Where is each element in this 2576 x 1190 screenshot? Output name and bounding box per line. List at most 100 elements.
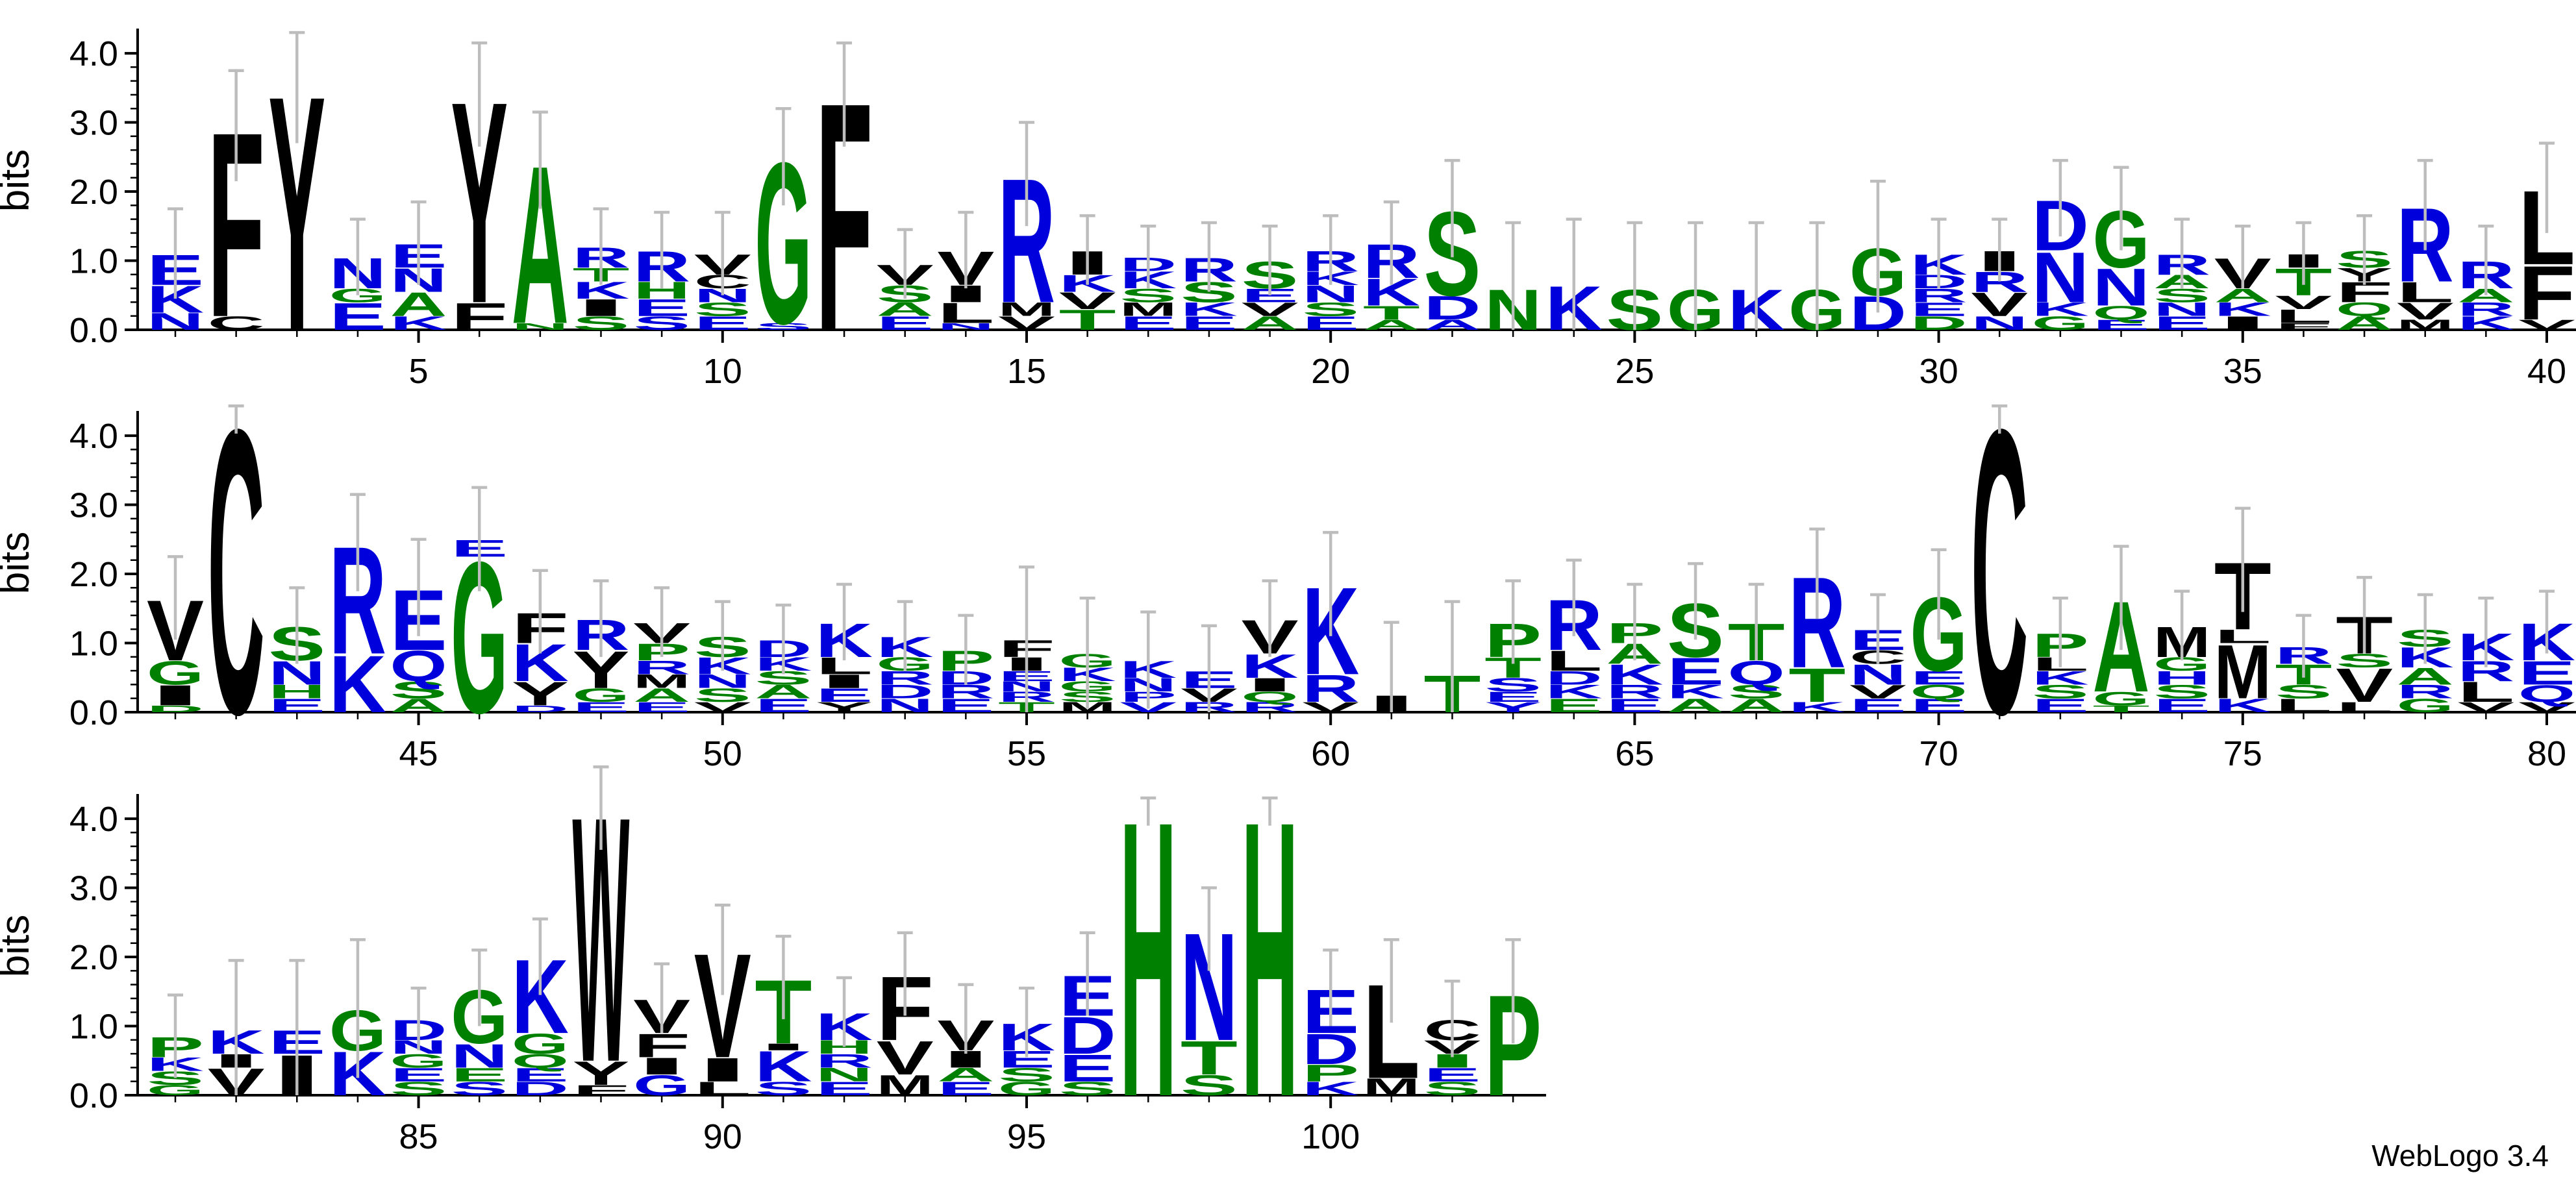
logo-letter: D bbox=[512, 1078, 569, 1099]
logo-letter: A bbox=[877, 299, 934, 320]
logo-letter: G bbox=[147, 1082, 204, 1098]
error-bar bbox=[289, 959, 305, 1095]
error-bar bbox=[714, 210, 731, 295]
x-tick-label: 90 bbox=[703, 1117, 742, 1156]
error-bar bbox=[836, 41, 853, 147]
logo-letter: A bbox=[390, 286, 447, 323]
logo-letter: D bbox=[1545, 667, 1603, 689]
logo-letter: R bbox=[816, 1050, 873, 1072]
logo-column-61: I bbox=[1363, 621, 1420, 717]
logo-letter: H bbox=[2153, 667, 2210, 689]
error-bar bbox=[1505, 938, 1521, 1044]
error-bar bbox=[349, 493, 366, 591]
logo-letter: K bbox=[1606, 659, 1663, 691]
error-bar bbox=[168, 207, 183, 299]
logo-letter: I bbox=[633, 1053, 690, 1080]
error-bar bbox=[1140, 225, 1157, 289]
logo-letter: C bbox=[208, 312, 265, 334]
error-bar bbox=[958, 614, 974, 685]
error-bar bbox=[228, 404, 244, 434]
logo-letter: A bbox=[1667, 695, 1724, 716]
error-bar bbox=[714, 903, 731, 995]
logo-letter: S bbox=[1302, 299, 1359, 320]
logo-letter: A bbox=[1363, 317, 1420, 333]
logo-letter: K bbox=[755, 1042, 812, 1091]
logo-letter: A bbox=[390, 695, 447, 716]
logo-letter: V bbox=[1971, 286, 2028, 323]
error-bar bbox=[1018, 986, 1034, 1058]
error-bar bbox=[2113, 166, 2129, 251]
logo-letter: E bbox=[1849, 695, 1907, 716]
logo-letter: E bbox=[2153, 312, 2210, 334]
error-bar bbox=[2295, 221, 2312, 285]
logo-letter: E bbox=[1606, 695, 1663, 716]
logo-column-83: IE bbox=[268, 959, 325, 1108]
error-bar bbox=[1079, 214, 1095, 285]
logo-column-25: S bbox=[1606, 221, 1663, 342]
error-bar bbox=[471, 41, 488, 147]
logo-column-97: H bbox=[1119, 739, 1177, 1179]
x-tick-label: 60 bbox=[1311, 734, 1350, 773]
logo-letter: E bbox=[1910, 695, 1968, 716]
logo-letter: E bbox=[1423, 1064, 1481, 1085]
logo-letter: A bbox=[937, 1064, 994, 1085]
error-bar bbox=[1018, 121, 1034, 227]
logo-letter: N bbox=[2093, 258, 2150, 317]
logo-letter: N bbox=[1971, 312, 2028, 334]
logo-letter: D bbox=[1302, 1025, 1359, 1074]
logo-letter: S bbox=[390, 676, 447, 704]
logo-letter: E bbox=[1910, 299, 1968, 320]
logo-letter: E bbox=[1667, 650, 1724, 693]
logo-column-98: STN bbox=[1181, 886, 1238, 1101]
logo-letter: V bbox=[998, 312, 1055, 334]
error-bar bbox=[1201, 886, 1217, 971]
error-bar bbox=[2417, 158, 2433, 251]
logo-letter: S bbox=[694, 684, 751, 706]
logo-letter: I bbox=[755, 1041, 812, 1052]
logo-letter: V bbox=[2275, 291, 2332, 313]
logo-letter: Q bbox=[1242, 689, 1299, 705]
logo-letter: G bbox=[2032, 312, 2089, 334]
error-bar bbox=[1323, 948, 1339, 1026]
logo-letter: R bbox=[877, 667, 934, 689]
logo-letter: N bbox=[512, 321, 569, 332]
logo-letter: Q bbox=[1910, 681, 1968, 702]
error-bar bbox=[1992, 404, 2008, 434]
error-bar bbox=[1383, 200, 1399, 285]
logo-letter: Y bbox=[572, 1055, 629, 1093]
x-tick-label: 80 bbox=[2527, 734, 2566, 773]
logo-letter: R bbox=[2457, 299, 2514, 320]
error-bar bbox=[1262, 225, 1278, 295]
error-bar bbox=[349, 217, 366, 295]
logo-column-40: VFL bbox=[2518, 142, 2575, 336]
logo-letter: N bbox=[694, 671, 751, 692]
error-bar bbox=[532, 569, 548, 654]
logo-letter: T bbox=[1363, 303, 1420, 324]
logo-letter: L bbox=[2275, 695, 2332, 717]
logo-letter: S bbox=[694, 299, 751, 320]
logo-letter: H bbox=[268, 681, 325, 702]
x-tick-label: 45 bbox=[399, 734, 438, 773]
logo-letter: F bbox=[2518, 250, 2575, 336]
logo-column-71: C bbox=[1971, 345, 2028, 799]
logo-letter: Y bbox=[816, 699, 873, 715]
logo-letter: K bbox=[390, 312, 447, 334]
